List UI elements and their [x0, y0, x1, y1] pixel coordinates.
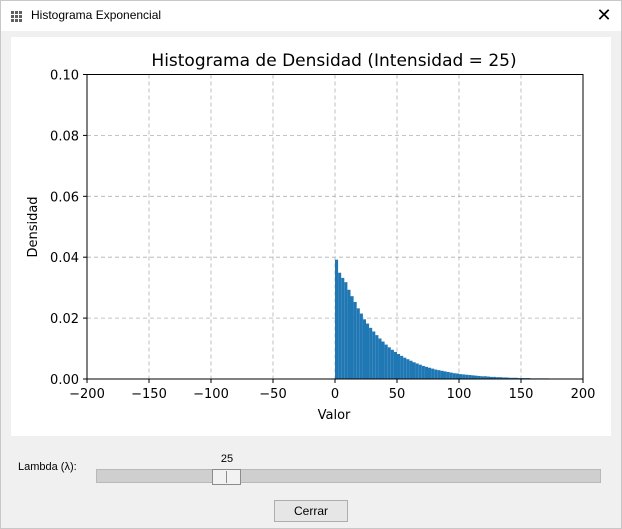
histogram-bar — [474, 375, 478, 379]
histogram-bar — [477, 375, 481, 379]
histogram-bar — [421, 365, 425, 379]
histogram-bar — [499, 377, 503, 379]
histogram-bar — [369, 327, 373, 379]
histogram-bar — [381, 341, 385, 379]
histogram-bar — [393, 351, 397, 379]
histogram-bar — [434, 369, 438, 379]
lambda-slider-handle[interactable] — [212, 469, 241, 485]
histogram-bar — [483, 376, 487, 379]
histogram-bar — [465, 374, 469, 379]
chart-title: Histograma de Densidad (Intensidad = 25) — [151, 51, 516, 71]
histogram-bar — [390, 349, 394, 379]
histogram-bar — [514, 377, 518, 379]
histogram-bar — [406, 359, 410, 379]
histogram-bar — [412, 362, 416, 379]
histogram-bar — [428, 367, 432, 379]
x-tick-label: −100 — [193, 387, 229, 402]
histogram-bar — [431, 368, 435, 379]
histogram-bar — [415, 363, 419, 379]
histogram-bar — [443, 371, 447, 379]
histogram-bar — [502, 377, 506, 379]
histogram-bar — [493, 376, 497, 379]
histogram-bar — [366, 323, 370, 379]
histogram-bar — [452, 373, 456, 379]
histogram-bar — [338, 272, 342, 379]
x-tick-label: 50 — [389, 387, 406, 402]
window-title: Histograma Exponencial — [31, 8, 162, 22]
histogram-bar — [335, 259, 339, 379]
slider-value: 25 — [220, 453, 234, 465]
x-tick-label: 0 — [331, 387, 339, 402]
histogram-bar — [375, 335, 379, 379]
histogram-bar — [496, 377, 500, 379]
x-axis-label: Valor — [318, 408, 351, 423]
histogram-bar — [372, 331, 376, 379]
y-tick-label: 0.04 — [50, 251, 79, 266]
histogram-bar — [508, 377, 512, 379]
x-tick-label: −50 — [259, 387, 286, 402]
axis-ticks: −200 −150 −100 −50 0 50 100 150 200 0.00 0.02 0.04 0… — [50, 69, 595, 403]
histogram-bar — [350, 296, 354, 379]
histogram-bar — [468, 375, 472, 379]
y-tick-label: 0.00 — [50, 373, 79, 388]
y-tick-label: 0.02 — [50, 312, 79, 327]
histogram-bar — [387, 347, 391, 379]
histogram-bar — [486, 376, 490, 379]
histogram-bar — [362, 319, 366, 379]
histogram-bar — [384, 344, 388, 379]
histogram-bar — [359, 313, 363, 379]
close-button[interactable]: Cerrar — [274, 500, 348, 522]
histogram-bar — [424, 366, 428, 379]
histogram-bar — [353, 301, 357, 379]
histogram-bar — [403, 357, 407, 379]
histogram-bars — [335, 259, 559, 379]
histogram-bar — [400, 355, 404, 379]
histogram-bar — [418, 364, 422, 379]
lambda-label: Lambda (λ): — [18, 461, 77, 473]
lambda-slider-track[interactable] — [96, 469, 601, 483]
close-icon[interactable]: ✕ — [596, 5, 612, 26]
x-tick-label: −200 — [69, 387, 105, 402]
x-tick-label: −150 — [131, 387, 167, 402]
histogram-bar — [409, 360, 413, 379]
histogram-bar — [347, 289, 351, 379]
histogram-bar — [462, 374, 466, 379]
histogram-bar — [455, 373, 459, 379]
histogram-bar — [378, 338, 382, 379]
histogram-bar — [480, 376, 484, 379]
histogram-bar — [471, 375, 475, 379]
title-bar[interactable]: Histograma Exponencial ✕ — [1, 1, 621, 31]
grid-lines — [87, 74, 583, 379]
x-tick-label: 100 — [447, 387, 472, 402]
histogram-bar — [449, 372, 453, 379]
histogram-bar — [446, 371, 450, 379]
x-tick-label: 150 — [509, 387, 534, 402]
plot-canvas: Histograma de Densidad (Intensidad = 25)… — [11, 37, 611, 436]
histogram-bar — [440, 370, 444, 379]
histogram-bar — [356, 308, 360, 379]
histogram-bar — [459, 374, 463, 379]
histogram-bar — [511, 377, 515, 379]
y-tick-label: 0.08 — [50, 129, 79, 144]
grid-icon — [11, 11, 23, 22]
histogram-chart: Histograma de Densidad (Intensidad = 25)… — [26, 51, 595, 423]
x-tick-label: 200 — [571, 387, 596, 402]
y-tick-label: 0.10 — [50, 69, 79, 84]
histogram-bar — [490, 376, 494, 379]
histogram-bar — [344, 282, 348, 379]
histogram-bar — [505, 377, 509, 379]
histogram-bar — [341, 277, 345, 379]
y-axis-label: Densidad — [26, 196, 41, 257]
histogram-bar — [397, 354, 401, 379]
y-tick-label: 0.06 — [50, 190, 79, 205]
histogram-bar — [437, 370, 441, 379]
